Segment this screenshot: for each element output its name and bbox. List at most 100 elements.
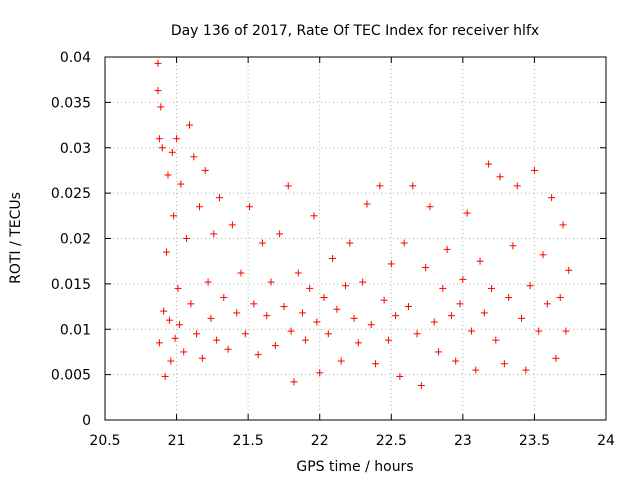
grid-lines	[105, 57, 606, 420]
data-point	[487, 284, 495, 292]
y-tick-label: 0.03	[60, 141, 91, 157]
data-point	[526, 282, 534, 290]
data-point	[463, 209, 471, 217]
data-point	[165, 316, 173, 324]
data-point	[190, 153, 198, 161]
data-point	[459, 275, 467, 283]
data-point	[267, 278, 275, 286]
data-point	[167, 357, 175, 365]
data-point	[177, 180, 185, 188]
data-point	[513, 182, 521, 190]
data-point	[552, 354, 560, 362]
y-tick-label: 0.015	[51, 277, 91, 293]
data-point	[180, 348, 188, 356]
x-tick-label: 22	[311, 433, 329, 449]
data-point	[224, 345, 232, 353]
y-tick-label: 0.02	[60, 232, 91, 248]
data-point	[320, 293, 328, 301]
data-point	[430, 318, 438, 326]
data-point	[168, 148, 176, 156]
x-axis-label: GPS time / hours	[296, 459, 413, 475]
data-point	[543, 300, 551, 308]
data-point	[250, 300, 258, 308]
data-point	[164, 171, 172, 179]
data-point	[294, 269, 302, 277]
data-point	[505, 293, 513, 301]
data-point	[329, 254, 337, 262]
data-point	[195, 203, 203, 211]
data-point	[565, 266, 573, 274]
data-point	[417, 382, 425, 390]
data-point	[376, 182, 384, 190]
data-point	[485, 160, 493, 168]
data-point	[276, 230, 284, 238]
data-point	[363, 200, 371, 208]
data-point	[155, 339, 163, 347]
y-tick-label: 0.01	[60, 322, 91, 338]
data-point	[233, 309, 241, 317]
data-point	[426, 203, 434, 211]
data-point	[228, 221, 236, 229]
x-tick-label: 21.5	[233, 433, 264, 449]
data-point	[384, 336, 392, 344]
data-point	[154, 59, 162, 67]
data-point	[158, 144, 166, 152]
data-point	[456, 300, 464, 308]
y-tick-label: 0.005	[51, 368, 91, 384]
data-point	[306, 284, 314, 292]
data-point	[271, 342, 279, 350]
data-point	[350, 314, 358, 322]
y-tick-label: 0.025	[51, 186, 91, 202]
chart-title: Day 136 of 2017, Rate Of TEC Index for r…	[171, 23, 539, 39]
data-point	[452, 357, 460, 365]
x-tick-label: 22.5	[376, 433, 407, 449]
data-point	[422, 264, 430, 272]
data-point	[163, 248, 171, 256]
data-point	[396, 372, 404, 380]
data-point	[246, 203, 254, 211]
data-point	[254, 351, 262, 359]
data-point	[354, 339, 362, 347]
data-point	[380, 296, 388, 304]
data-point	[174, 284, 182, 292]
data-point	[439, 284, 447, 292]
data-point	[341, 282, 349, 290]
data-point	[171, 334, 179, 342]
data-point	[301, 336, 309, 344]
data-point	[237, 269, 245, 277]
plot-frame	[104, 56, 607, 421]
data-point	[346, 239, 354, 247]
data-point	[404, 303, 412, 311]
x-tick-label: 21	[168, 433, 186, 449]
data-point	[522, 366, 530, 374]
data-point	[556, 293, 564, 301]
x-tick-label: 23.5	[519, 433, 550, 449]
data-point	[220, 293, 228, 301]
data-point	[258, 239, 266, 247]
data-point	[290, 378, 298, 386]
data-point	[160, 307, 168, 315]
y-axis-label: ROTI / TECUs	[8, 192, 24, 284]
data-point	[175, 321, 183, 329]
data-point	[472, 366, 480, 374]
data-point	[443, 245, 451, 253]
y-tick-label: 0	[82, 413, 91, 429]
data-point	[337, 357, 345, 365]
data-point	[173, 135, 181, 143]
data-point	[400, 239, 408, 247]
y-tick-label: 0.04	[60, 50, 91, 66]
data-point	[367, 321, 375, 329]
data-point	[207, 314, 215, 322]
data-point	[409, 182, 417, 190]
data-point	[530, 166, 538, 174]
data-point	[413, 330, 421, 338]
x-tick-label: 24	[597, 433, 615, 449]
data-point	[287, 327, 295, 335]
data-point	[359, 278, 367, 286]
data-point	[509, 242, 517, 250]
data-point	[183, 235, 191, 242]
data-point	[170, 212, 178, 220]
data-point	[299, 309, 307, 317]
data-point	[280, 303, 288, 311]
